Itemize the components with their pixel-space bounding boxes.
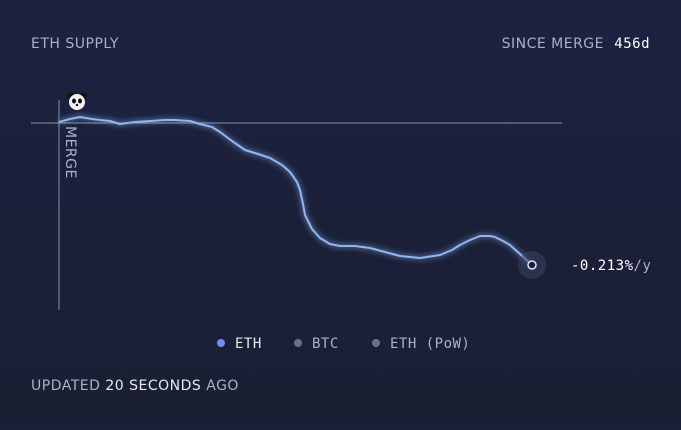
legend-dot bbox=[294, 339, 302, 347]
legend-item[interactable]: BTC bbox=[312, 336, 339, 352]
since-label: SINCE MERGE bbox=[502, 36, 604, 52]
footer-time: 20 SECONDS bbox=[105, 378, 201, 394]
since-value: 456d bbox=[614, 36, 650, 52]
footer-prefix: UPDATED bbox=[31, 378, 100, 394]
legend-dot bbox=[372, 339, 380, 347]
legend-dot bbox=[217, 339, 225, 347]
rate: -0.213%/y bbox=[571, 258, 651, 274]
footer-suffix: AGO bbox=[206, 378, 239, 394]
merge-label: MERGE bbox=[62, 126, 78, 179]
legend-item[interactable]: ETH bbox=[235, 336, 262, 352]
supply-line bbox=[58, 116, 533, 266]
title: ETH SUPPLY bbox=[31, 36, 119, 52]
footer: UPDATED 20 SECONDS AGO bbox=[31, 378, 239, 394]
rate-value: -0.213% bbox=[571, 258, 634, 274]
legend: ETH BTC ETH (PoW) bbox=[217, 336, 470, 352]
panda-icon bbox=[67, 92, 87, 110]
rate-unit: /y bbox=[634, 258, 652, 274]
end-point bbox=[527, 260, 537, 270]
legend-item[interactable]: ETH (PoW) bbox=[390, 336, 470, 352]
